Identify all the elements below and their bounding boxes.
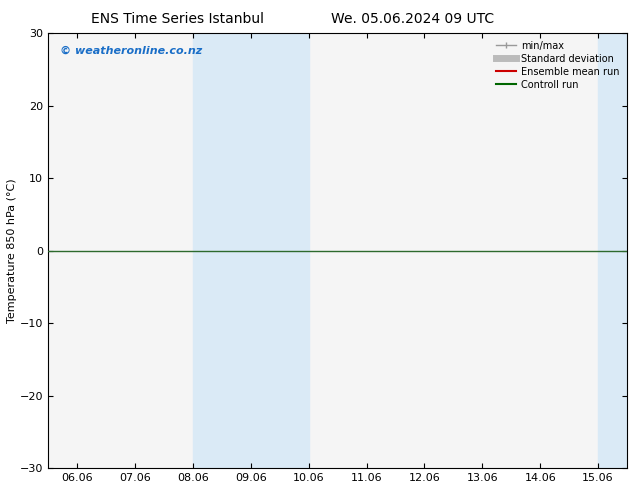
Text: © weatheronline.co.nz: © weatheronline.co.nz xyxy=(60,46,202,56)
Bar xyxy=(250,33,309,468)
Text: We. 05.06.2024 09 UTC: We. 05.06.2024 09 UTC xyxy=(330,12,494,26)
Text: ENS Time Series Istanbul: ENS Time Series Istanbul xyxy=(91,12,264,26)
Bar xyxy=(193,33,250,468)
Legend: min/max, Standard deviation, Ensemble mean run, Controll run: min/max, Standard deviation, Ensemble me… xyxy=(493,38,622,93)
Y-axis label: Temperature 850 hPa (°C): Temperature 850 hPa (°C) xyxy=(7,178,17,323)
Bar xyxy=(598,33,627,468)
